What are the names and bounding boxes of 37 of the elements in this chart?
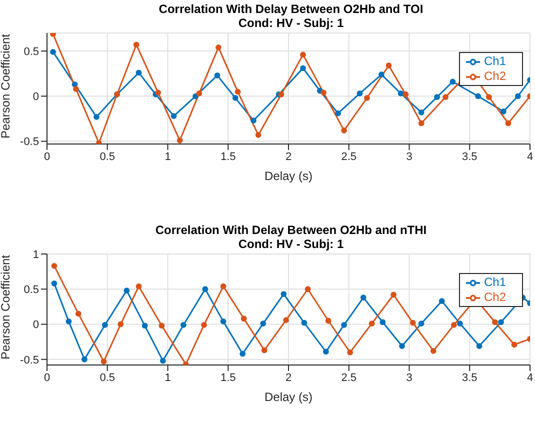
legend-label: Ch2 xyxy=(484,290,506,304)
x-tick-label: 3.5 xyxy=(462,372,478,384)
chart-title: Correlation With Delay Between O2Hb and nTHI xyxy=(154,223,428,237)
chart-title: Correlation With Delay Between O2Hb and TOI xyxy=(158,2,424,16)
legend-label: Ch2 xyxy=(484,69,506,83)
y-tick-label: 0.5 xyxy=(24,284,39,296)
y-tick-label: 0 xyxy=(32,91,39,104)
x-tick-label: 3 xyxy=(406,150,412,163)
x-tick-label: 1.5 xyxy=(220,150,236,163)
x-tick-label: 2 xyxy=(285,150,292,163)
x-tick-label: 2.5 xyxy=(341,372,357,384)
x-tick-label: 0.5 xyxy=(100,372,116,384)
x-tick-label: 1 xyxy=(164,372,171,384)
x-tick-label: 1.5 xyxy=(220,372,236,384)
x-tick-label: 0 xyxy=(44,150,50,163)
y-tick-label: 0 xyxy=(32,319,39,332)
x-tick-label: 1 xyxy=(164,150,171,163)
x-tick-label: 4 xyxy=(526,372,534,384)
y-axis-title: Pearson Coefficient xyxy=(0,33,12,138)
legend-label: Ch1 xyxy=(484,275,506,289)
y-tick-label: 1 xyxy=(32,248,39,261)
y-axis-title: Pearson Coefficient xyxy=(0,254,12,360)
y-tick-label: -0.5 xyxy=(20,136,39,148)
x-axis-title: Delay (s) xyxy=(264,390,313,404)
chart-subtitle: Cond: HV - Subj: 1 xyxy=(237,16,345,30)
x-tick-label: 3.5 xyxy=(462,150,478,163)
x-axis-title: Delay (s) xyxy=(264,169,313,183)
x-tick-label: 0.5 xyxy=(100,150,116,163)
x-tick-label: 2.5 xyxy=(341,150,357,163)
y-tick-label: -0.5 xyxy=(20,354,39,366)
y-tick-label: 0.5 xyxy=(24,46,39,58)
x-tick-label: 3 xyxy=(406,372,412,384)
chart-subtitle: Cond: HV - Subj: 1 xyxy=(237,237,345,251)
x-tick-label: 4 xyxy=(526,150,534,163)
x-tick-label: 0 xyxy=(44,372,50,384)
x-tick-label: 2 xyxy=(285,372,292,384)
legend-label: Ch1 xyxy=(484,54,506,68)
